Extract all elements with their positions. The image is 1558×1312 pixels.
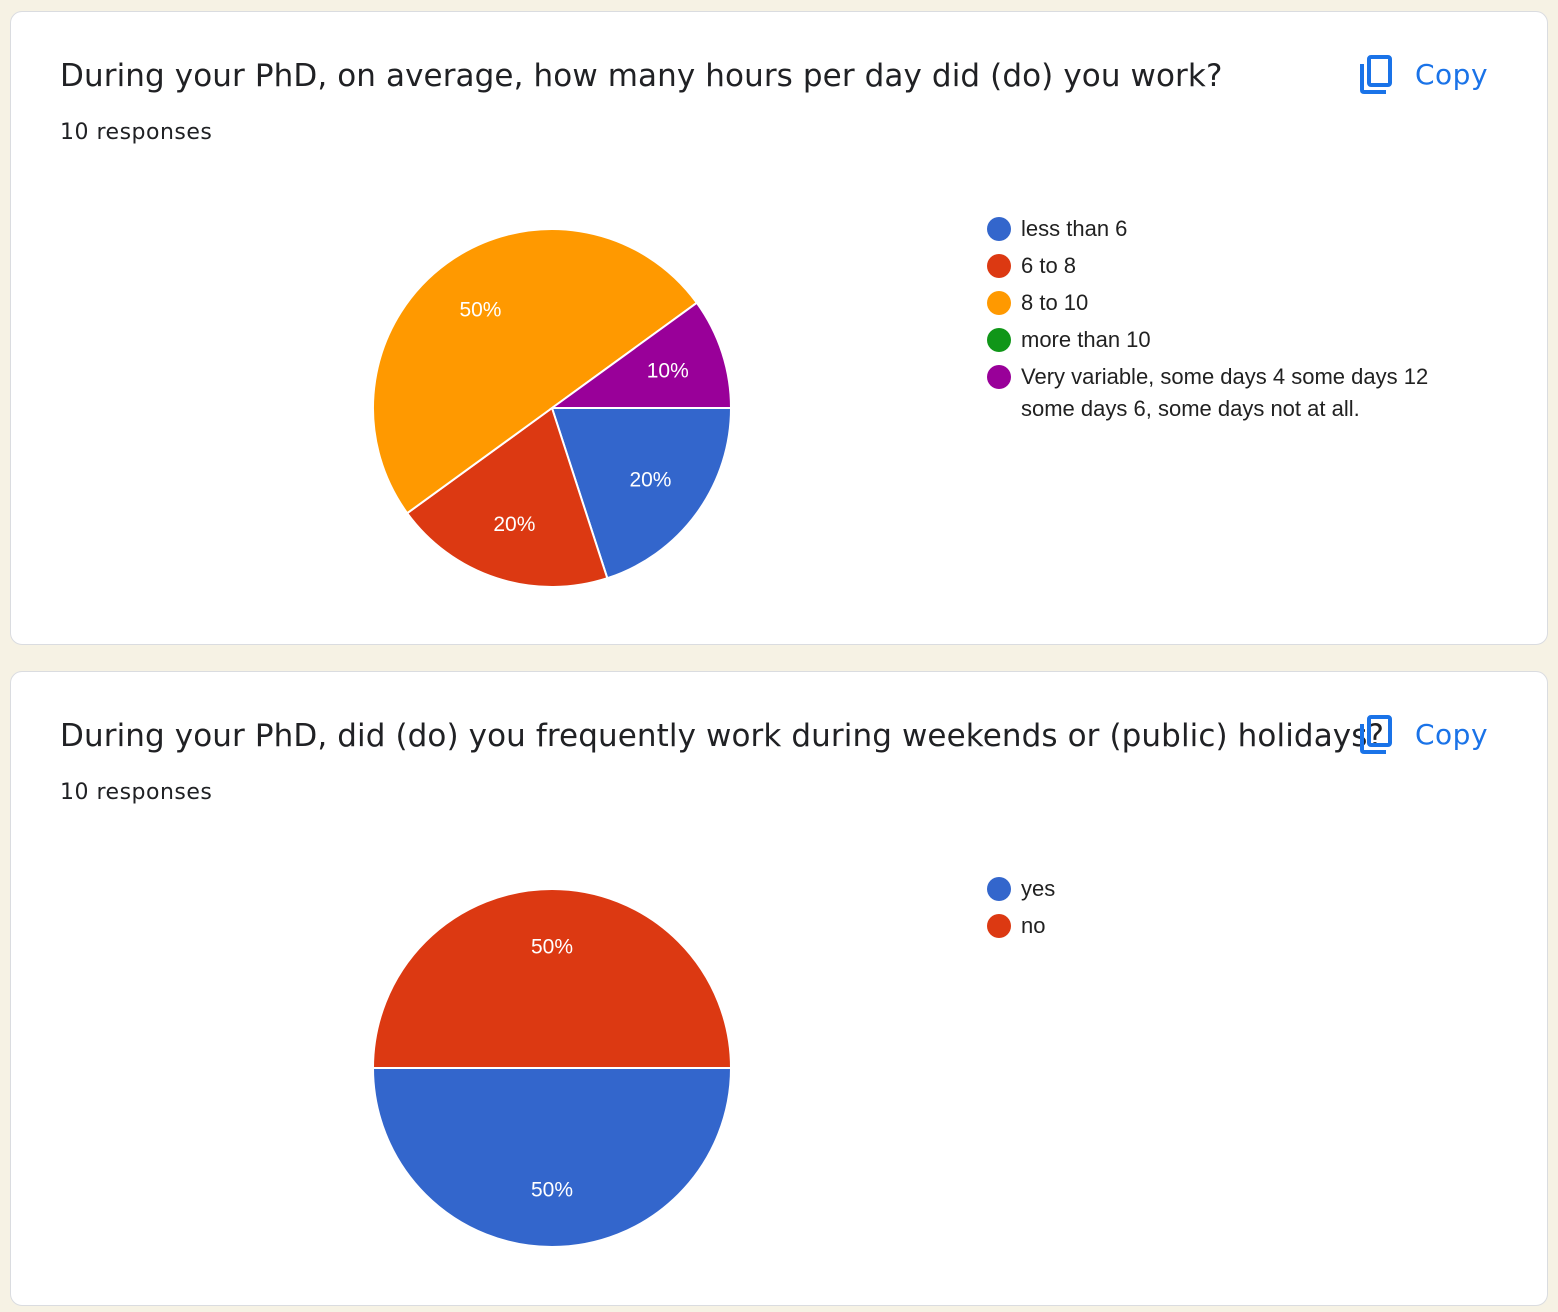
legend-item: more than 10 <box>987 325 1507 356</box>
legend-item: less than 6 <box>987 214 1507 245</box>
legend-item: no <box>987 911 1507 942</box>
copy-button[interactable]: Copy <box>1359 50 1488 98</box>
legend-label: no <box>1021 913 1046 938</box>
legend-swatch <box>987 291 1011 315</box>
copy-icon <box>1359 714 1393 754</box>
legend-swatch <box>987 217 1011 241</box>
question-title: During your PhD, did (do) you frequently… <box>60 718 1385 754</box>
legend-swatch <box>987 328 1011 352</box>
copy-label: Copy <box>1415 57 1489 91</box>
legend-label: 6 to 8 <box>1021 253 1077 278</box>
copy-icon <box>1359 54 1393 94</box>
pie-slice-label: 50% <box>459 299 501 322</box>
legend-swatch <box>987 365 1011 389</box>
legend-item: yes <box>987 874 1507 905</box>
legend-item: 6 to 8 <box>987 251 1507 282</box>
legend-label: yes <box>1021 876 1056 901</box>
pie-slice-label: 50% <box>531 935 573 958</box>
pie-slice-label: 50% <box>531 1179 573 1202</box>
response-count: 10 responses <box>60 780 213 805</box>
question-card-weekends: During your PhD, did (do) you frequently… <box>10 671 1548 1306</box>
pie-slice-label: 10% <box>647 359 689 382</box>
copy-label: Copy <box>1415 717 1489 751</box>
legend-swatch <box>987 914 1011 938</box>
response-count: 10 responses <box>60 120 213 145</box>
pie-slice-8-to-10[interactable] <box>372 228 699 515</box>
legend-item: Very variable, some days 4 some days 12 … <box>987 362 1507 425</box>
chart-legend: yes no <box>987 874 1507 948</box>
pie-chart-weekends: 50% 50% <box>371 888 731 1247</box>
pie-slice-6-to-8[interactable] <box>405 406 609 587</box>
question-card-hours: During your PhD, on average, how many ho… <box>10 11 1548 645</box>
legend-swatch <box>987 877 1011 901</box>
copy-button[interactable]: Copy <box>1359 710 1488 758</box>
pie-chart-hours: 20% 20% 50% 10% <box>372 228 731 587</box>
legend-label: Very variable, some days 4 some days 12 … <box>1021 364 1429 421</box>
chart-legend: less than 6 6 to 8 8 to 10 more than 10 Very… <box>987 214 1507 431</box>
legend-label: less than 6 <box>1021 216 1128 241</box>
pie-slice-less-than-6[interactable] <box>550 407 731 580</box>
legend-swatch <box>987 254 1011 278</box>
pie-slice-very-variable-some-days-[interactable] <box>548 301 731 409</box>
legend-item: 8 to 10 <box>987 288 1507 319</box>
pie-slice-no[interactable] <box>371 888 731 1069</box>
legend-label: 8 to 10 <box>1021 290 1089 315</box>
legend-label: more than 10 <box>1021 327 1151 352</box>
pie-slice-yes[interactable] <box>371 1067 731 1247</box>
question-title: During your PhD, on average, how many ho… <box>60 58 1223 94</box>
pie-slice-label: 20% <box>629 469 671 492</box>
pie-slice-label: 20% <box>493 513 535 536</box>
